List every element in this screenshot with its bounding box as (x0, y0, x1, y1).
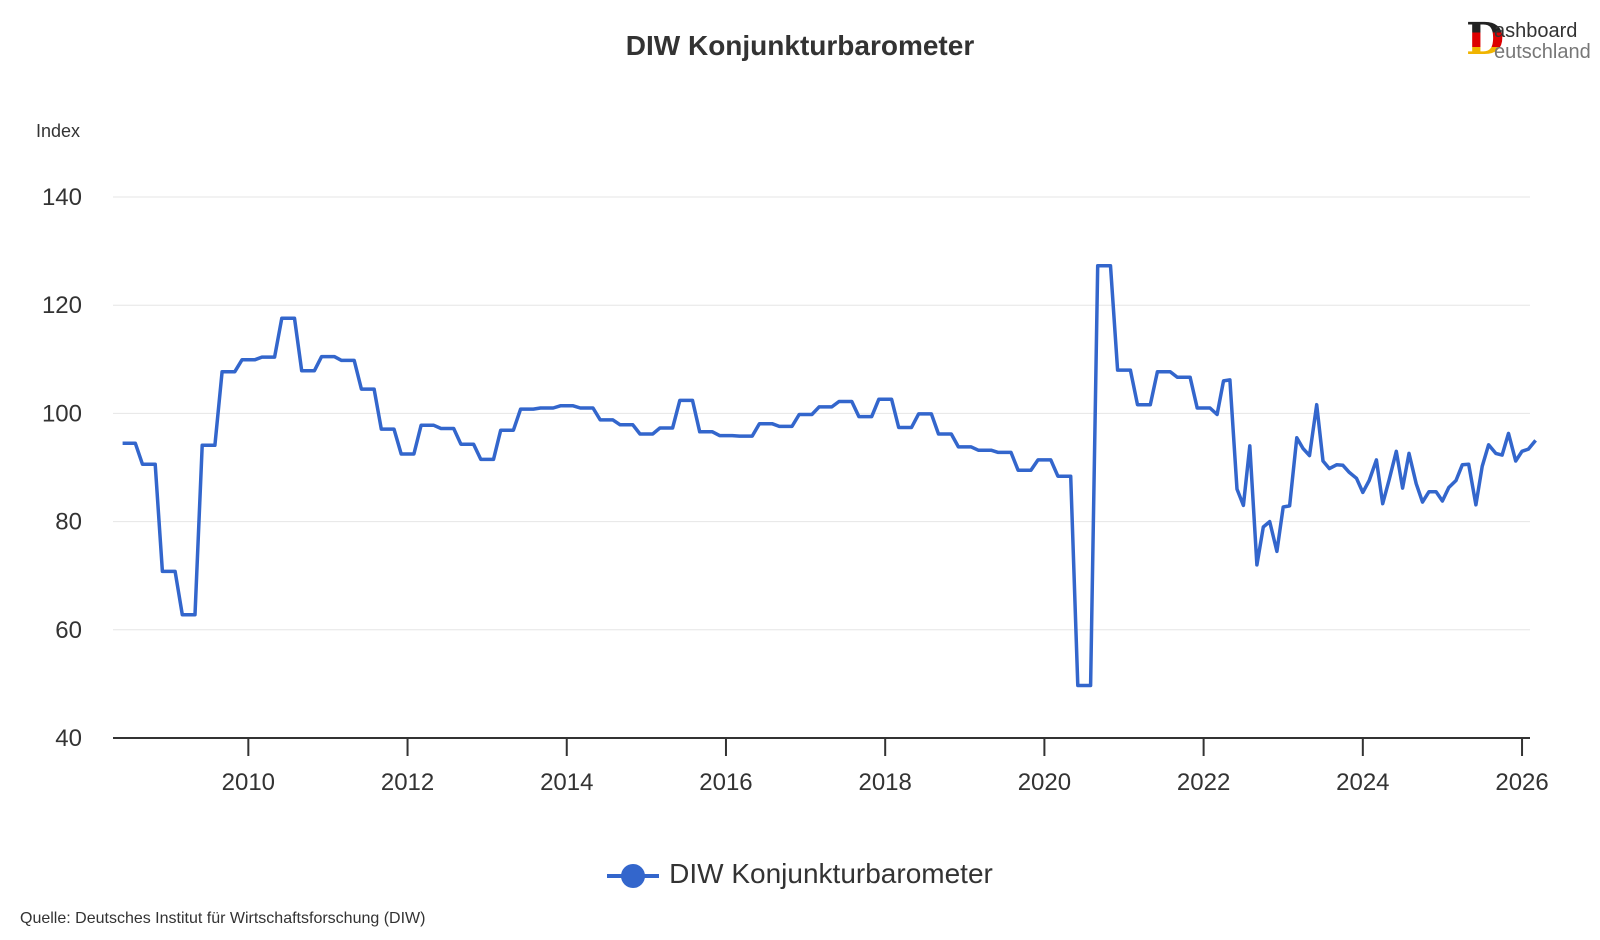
logo-bottom-text: eutschland (1494, 41, 1591, 63)
y-tick-label: 120 (42, 292, 82, 319)
chart-title: DIW Konjunkturbarometer (625, 30, 975, 61)
x-tick-label: 2012 (381, 769, 434, 796)
logo-top-text: ashboard (1494, 20, 1578, 42)
x-tick-label: 2016 (699, 769, 752, 796)
logo-letter: D (1466, 14, 1505, 65)
x-tick-label: 2024 (1336, 769, 1389, 796)
x-tick-label: 2026 (1495, 769, 1548, 796)
x-tick-label: 2020 (1018, 769, 1071, 796)
x-tick-label: 2022 (1177, 769, 1230, 796)
legend[interactable]: DIW Konjunkturbarometer (0, 858, 1600, 890)
y-tick-label: 80 (55, 509, 82, 536)
y-axis-label: Index (36, 121, 80, 141)
x-tick-label: 2014 (540, 769, 593, 796)
legend-swatch (607, 863, 660, 888)
y-tick-label: 60 (55, 617, 82, 644)
y-tick-label: 40 (55, 725, 82, 752)
y-tick-label: 140 (42, 184, 82, 211)
series-layer (122, 263, 1537, 688)
y-tick-label: 100 (42, 400, 82, 427)
x-tick-label: 2018 (858, 769, 911, 796)
series-line[interactable] (122, 263, 1537, 688)
x-axis: 2010 2012 2014 2016 2018 2020 2022 2024 2026 (113, 737, 1549, 796)
legend-label: DIW Konjunkturbarometer (669, 858, 993, 889)
source-note: Quelle: Deutsches Institut für Wirtschaf… (20, 910, 426, 927)
x-tick-label: 2010 (222, 769, 275, 796)
y-axis-ticks: 40 60 80 100 120 140 (42, 184, 82, 752)
dashboard-deutschland-logo[interactable]: D ashboard eutschland (1466, 14, 1591, 65)
gridlines (113, 196, 1530, 631)
